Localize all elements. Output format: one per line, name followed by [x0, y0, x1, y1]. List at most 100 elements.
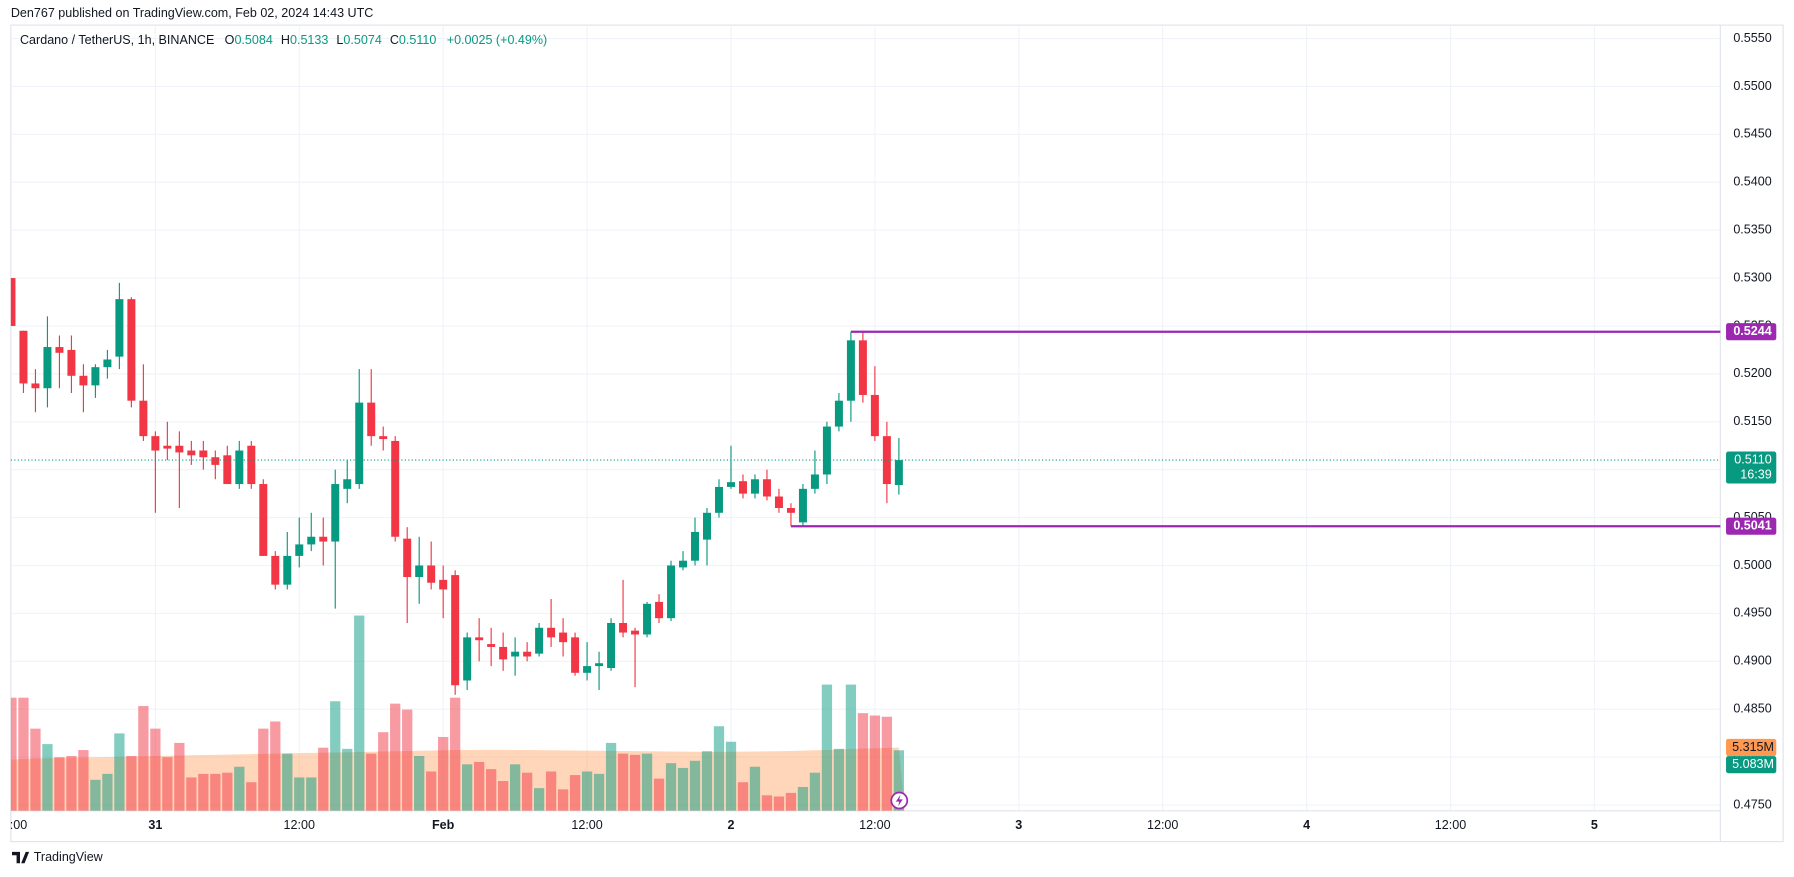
- publisher-note: Den767 published on TradingView.com, Feb…: [11, 6, 373, 20]
- volume-bar: [186, 777, 197, 811]
- volume-bar: [593, 773, 605, 811]
- volume-bar: [545, 771, 557, 811]
- y-tick-label: 0.5300: [1733, 270, 1771, 284]
- level-label: 0.5041: [1733, 519, 1771, 533]
- level-label-bg: [1726, 517, 1777, 535]
- volume-bar: [66, 756, 77, 811]
- volume-bar: [438, 736, 449, 811]
- volume-bar: [378, 732, 389, 811]
- volume-bar: [797, 786, 809, 811]
- volume-bar: [390, 703, 401, 811]
- legend-high-label: H: [281, 33, 290, 47]
- candle-body: [511, 651, 520, 657]
- volume-bar: [893, 750, 905, 811]
- candle-body: [834, 400, 843, 427]
- candle-body: [283, 555, 292, 585]
- candle-body: [822, 426, 831, 475]
- candle-body: [798, 488, 807, 523]
- candle-body: [67, 349, 76, 376]
- symbol-title: Cardano / TetherUS, 1h, BINANCE: [20, 33, 214, 47]
- y-tick-label: 0.5150: [1733, 414, 1771, 428]
- symbol-legend: Cardano / TetherUS, 1h, BINANCE O0.5084 …: [20, 33, 547, 47]
- volume-bar: [737, 782, 749, 811]
- candle-body: [858, 340, 867, 395]
- candle-body: [583, 666, 592, 673]
- legend-change: +0.0025 (+0.49%): [447, 33, 547, 47]
- candle-body: [655, 601, 664, 619]
- volume-bar: [557, 789, 569, 811]
- candle-body: [786, 508, 795, 513]
- candle-body: [43, 347, 52, 389]
- candle-body: [547, 627, 556, 638]
- candle-body: [223, 455, 232, 485]
- volume-bar: [102, 773, 113, 811]
- volume-bar: [725, 741, 737, 811]
- volume-bar: [246, 782, 257, 811]
- volume-bar: [569, 775, 581, 811]
- volume-bar: [42, 744, 53, 811]
- volume-bar: [629, 754, 641, 811]
- candle-body: [595, 663, 604, 667]
- legend-open: 0.5084: [234, 33, 272, 47]
- volume-bar: [198, 773, 209, 811]
- candle-body: [738, 481, 747, 494]
- volume-bar: [306, 777, 317, 811]
- legend-high: 0.5133: [290, 33, 328, 47]
- volume-bar: [845, 684, 857, 811]
- volume-bar: [330, 701, 341, 811]
- candle-body: [355, 402, 364, 485]
- volume-bar: [174, 742, 185, 811]
- x-tick-label: 12:00: [1147, 818, 1178, 832]
- x-tick-label: 31: [148, 818, 162, 832]
- volume-bar: [701, 751, 713, 811]
- candle-body: [211, 457, 220, 465]
- x-tick-label: 12:00: [284, 818, 315, 832]
- candle-body: [571, 637, 580, 673]
- candle-body: [10, 278, 16, 326]
- tradingview-logo[interactable]: TradingView: [12, 850, 104, 864]
- candle-body: [451, 575, 460, 686]
- y-tick-label: 0.5350: [1733, 222, 1771, 236]
- volume-bar: [126, 756, 137, 811]
- candle-body: [762, 479, 771, 497]
- candle-body: [331, 484, 340, 542]
- x-tick-label: 4: [1303, 818, 1310, 832]
- candle-body: [631, 630, 640, 635]
- candle-body: [307, 536, 316, 545]
- candle-body: [271, 555, 280, 585]
- candle-body: [319, 536, 328, 542]
- x-tick-label: Feb: [432, 818, 455, 832]
- volume-bar: [90, 779, 101, 811]
- alert-icon[interactable]: [890, 791, 909, 810]
- candle-body: [499, 646, 508, 660]
- candle-body: [91, 367, 100, 386]
- candle-body: [379, 436, 388, 440]
- level-label: 0.5244: [1733, 324, 1771, 338]
- volume-bar: [402, 709, 413, 811]
- candle-body: [846, 340, 855, 401]
- volume-bar: [114, 733, 125, 811]
- volume-bar: [509, 764, 521, 811]
- candle-body: [463, 637, 472, 681]
- brand: TradingView: [34, 850, 104, 864]
- y-tick-label: 0.5500: [1733, 79, 1771, 93]
- volume-bar: [677, 767, 689, 811]
- candle-body: [139, 400, 148, 437]
- volume-bar: [641, 753, 653, 811]
- countdown-label: 16:39: [1740, 467, 1771, 481]
- volume-bar: [318, 747, 329, 811]
- legend-low-label: L: [336, 33, 343, 47]
- volume-label: 5.083M: [1732, 757, 1774, 771]
- legend-open-label: O: [225, 33, 235, 47]
- volume-bar: [809, 772, 821, 811]
- y-tick-label: 0.5200: [1733, 366, 1771, 380]
- candle-body: [726, 482, 735, 487]
- volume-bar: [486, 769, 497, 811]
- volume-bar: [617, 753, 629, 811]
- volume-bar: [150, 728, 161, 811]
- volume-pane: [10, 615, 905, 811]
- candle-body: [367, 402, 376, 437]
- volume-ma-label-bg: [1726, 738, 1777, 757]
- candle-body: [703, 512, 711, 540]
- candle-body: [535, 627, 544, 654]
